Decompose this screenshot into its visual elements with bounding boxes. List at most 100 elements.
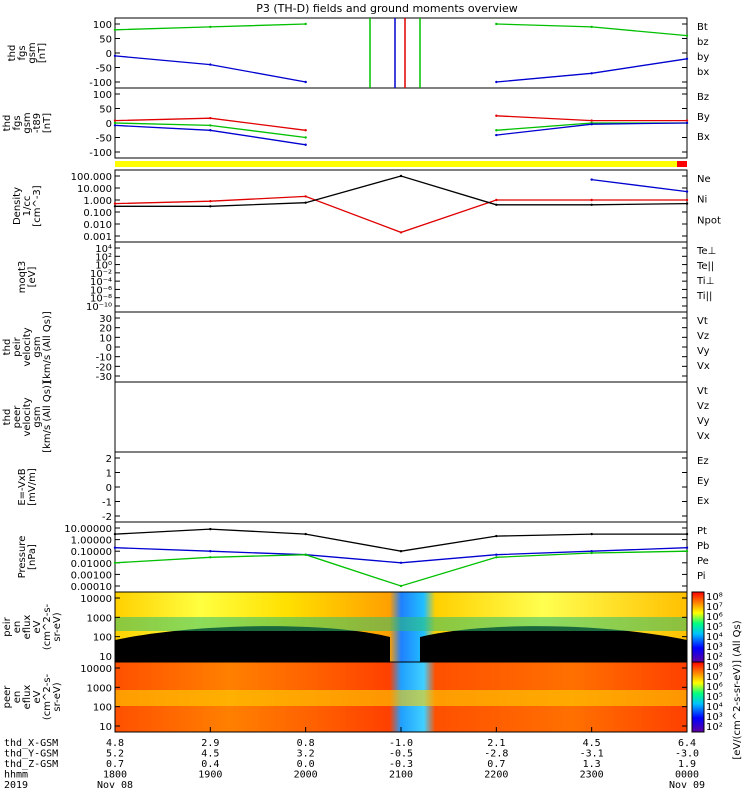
ephemeris-value: Nov 08 [97, 780, 133, 791]
y-axis-label: moqt3[eV] [17, 261, 38, 294]
y-tick-label: -2 [102, 512, 112, 523]
y-tick-label: 10⁻⁶ [90, 285, 112, 296]
y-axis-label: thdfgsgsm-t89[nT] [2, 112, 53, 133]
colorbar-scale [691, 661, 705, 733]
legend-entry: bx [697, 67, 709, 78]
ephemeris-value: 6.4 [678, 738, 696, 749]
quality-bar-end [677, 161, 687, 167]
legend-entry: Te⊥ [696, 246, 716, 257]
colorbar-label: [eV/(cm^2-s-sr-eV)] (All Qs) [732, 620, 743, 759]
ephemeris-value: 2100 [389, 770, 413, 781]
legend-entry: Bx [697, 132, 710, 143]
ephemeris-row-label: thd_X-GSM [4, 738, 58, 749]
y-tick-label: 0.100 [83, 208, 112, 219]
y-tick-label: 10.00000 [64, 524, 112, 535]
series-Bx [114, 122, 688, 146]
colorbar-tick-label: 10⁷ [706, 672, 723, 683]
ephemeris-value: Nov 09 [669, 780, 705, 791]
y-tick-label: 10⁻² [90, 269, 112, 280]
ephemeris-value: 0000 [675, 770, 699, 781]
legend-entry: Ey [697, 476, 709, 487]
colorbar-tick-label: 10² [706, 652, 723, 663]
legend-entry: Vy [697, 416, 710, 427]
y-tick-label: -30 [96, 372, 112, 383]
ephemeris-row-label: thd_Y-GSM [4, 749, 58, 760]
colorbar-tick-label: 10³ [706, 712, 723, 723]
y-axis-label: E=-VxB[mV/m] [17, 468, 38, 506]
y-tick-label: 20 [99, 324, 112, 335]
legend-entry: Vt [697, 386, 708, 397]
ephemeris-row-label: thd_Z-GSM [4, 759, 58, 770]
y-tick-label: 10 [99, 652, 112, 663]
panel-peer_spec: 10000 1000 100 10 thdpeerenefluxeV(cm^2-s-sr… [0, 661, 723, 733]
colorbar-tick-label: 10⁶ [706, 682, 723, 693]
quality-bar [115, 161, 687, 167]
y-tick-label: -20 [96, 362, 112, 373]
ephemeris-value: 4.5 [583, 738, 601, 749]
colorbar-tick-label: 10⁵ [706, 692, 723, 703]
ephemeris-value: 5.2 [106, 749, 124, 760]
series-bx [114, 55, 688, 83]
y-tick-label: 100 [93, 90, 112, 101]
y-tick-label: 10² [95, 252, 112, 263]
ephemeris-value: -3.0 [675, 749, 699, 760]
ephemeris-value: 1800 [103, 770, 127, 781]
series-Pi [114, 547, 688, 564]
legend-entry: Vz [697, 331, 709, 342]
ephemeris-row-label: 2019 [4, 780, 28, 791]
y-tick-label: 10.000 [77, 184, 112, 195]
y-tick-label: -10 [96, 353, 112, 364]
y-tick-label: 100 [93, 633, 112, 644]
colorbar-tick-label: 10³ [706, 642, 723, 653]
plot-title: P3 (TH-D) fields and ground moments over… [256, 2, 518, 15]
low-energy-dark-region [420, 626, 687, 662]
colorbar-tick-label: 10⁸ [706, 592, 723, 603]
legend-entry: Te|| [696, 261, 714, 272]
y-tick-label: 0 [106, 119, 112, 130]
yellow-band [115, 690, 687, 706]
y-axis-label: thdpeirvelocitygsm[km/s (All Qs)] [2, 311, 53, 383]
y-tick-label: -50 [96, 64, 112, 75]
legend-entry: Pb [697, 541, 709, 552]
y-tick-label: 100 [93, 20, 112, 31]
series-Bz [114, 115, 687, 131]
ephemeris-value: 2.1 [487, 738, 505, 749]
panel-frame [114, 381, 688, 453]
ephemeris-value: 0.8 [297, 738, 315, 749]
legend-entry: Ti⊥ [696, 276, 714, 287]
panel-frame [114, 17, 688, 89]
y-tick-label: 10⁰ [95, 261, 112, 272]
low-energy-dark-region [115, 626, 390, 662]
y-tick-label: 0.001 [83, 232, 112, 243]
series-Pt [114, 528, 687, 552]
panel-peir_spec: 10000 1000 100 10 thdpeirenefluxeV(cm^2-s-sr… [0, 591, 723, 663]
y-tick-label: 1000 [87, 613, 112, 624]
y-tick-label: -1 [102, 498, 112, 509]
colorbar-tick-label: 10⁵ [706, 622, 723, 633]
green-speckle-band [115, 617, 687, 631]
series-Pe [114, 550, 688, 587]
legend-entry: Pi [697, 571, 706, 582]
legend-entry: Ex [697, 496, 709, 507]
legend-entry: by [697, 52, 709, 63]
y-tick-label: 0.01000 [71, 559, 112, 570]
panel-frame [114, 451, 688, 523]
legend-entry: Pt [697, 526, 707, 537]
y-tick-label: 0 [106, 49, 112, 60]
series-by [114, 23, 688, 37]
ephemeris-value: -0.3 [389, 759, 413, 770]
legend-entry: Npot [697, 215, 721, 226]
ephemeris-value: -2.8 [484, 749, 508, 760]
y-tick-label: 10⁻⁸ [90, 294, 112, 305]
legend-entry: By [697, 112, 710, 123]
legend-entry: Ti|| [696, 291, 712, 302]
y-tick-label: 1 [106, 469, 112, 480]
panel-exb: 2 1 0 -1 -2 E=-VxB[mV/m] Ez Ey Ex [17, 451, 709, 523]
legend-entry: Ni [697, 195, 707, 206]
chart-7 [113, 527, 689, 588]
chart-1 [113, 114, 689, 146]
ephemeris-value: 0.7 [487, 759, 505, 770]
